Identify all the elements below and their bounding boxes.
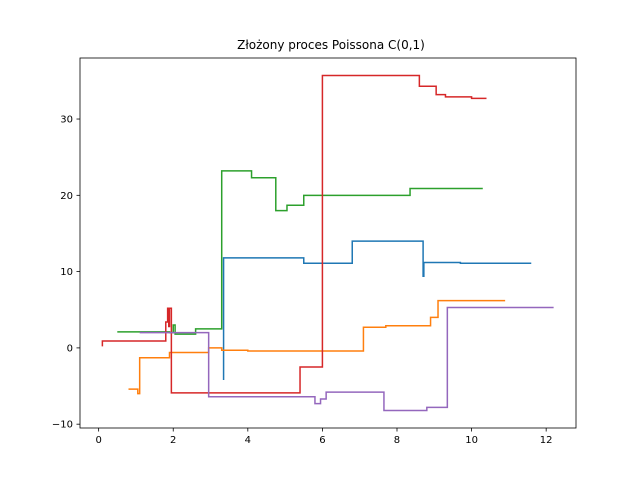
plot-area (101, 74, 554, 412)
series-line-3 (117, 170, 483, 335)
series-line-2 (128, 299, 506, 395)
x-tick-label: 10 (465, 435, 478, 446)
series-line-4 (101, 74, 487, 394)
x-tick-label: 8 (394, 435, 400, 446)
y-tick-label: 30 (60, 115, 73, 126)
series-layer (101, 74, 554, 412)
y-tick-label: 10 (60, 267, 73, 278)
x-tick-label: 12 (540, 435, 553, 446)
y-tick-label: −10 (52, 420, 73, 431)
series-line-1 (222, 240, 532, 380)
chart-title: Złożony proces Poissona C(0,1) (237, 38, 425, 52)
axes-frame (79, 57, 577, 429)
y-tick-label: 0 (67, 343, 73, 354)
y-tick-label: 20 (60, 191, 73, 202)
x-tick-label: 4 (245, 435, 251, 446)
axes: 0 2 4 6 8 10 12 −10 0 10 20 30 (52, 57, 577, 446)
x-tick-label: 2 (170, 435, 176, 446)
x-tick-label: 0 (95, 435, 101, 446)
series-line-5 (139, 306, 554, 412)
x-tick-label: 6 (319, 435, 325, 446)
